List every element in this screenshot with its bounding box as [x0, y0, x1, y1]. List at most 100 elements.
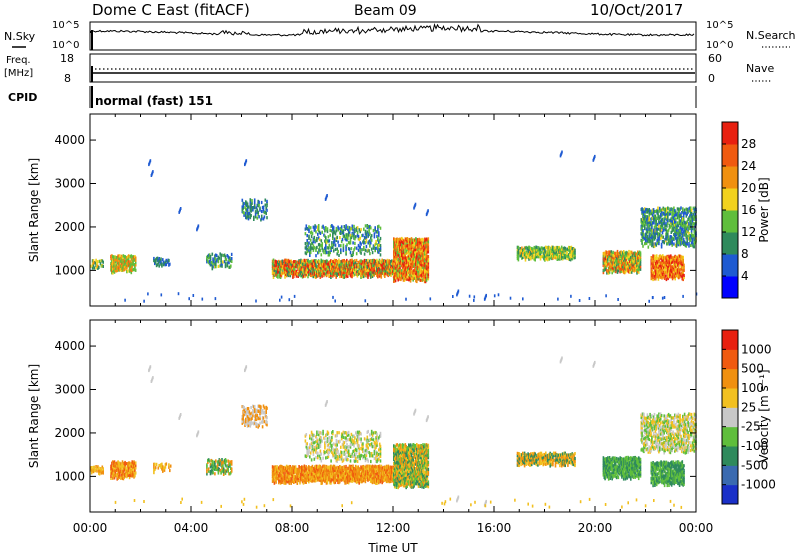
scatter-cell — [212, 466, 214, 470]
scatter-cell — [681, 220, 683, 224]
scatter-cell — [311, 474, 314, 478]
scatter-cell — [122, 469, 125, 473]
scatter-cell — [305, 465, 307, 469]
scatter-cell — [384, 259, 386, 263]
scatter-cell — [313, 469, 315, 473]
scatter-cell — [688, 216, 690, 220]
scatter-cell — [91, 259, 94, 263]
scatter-cell — [285, 266, 288, 270]
scatter-cell — [325, 259, 328, 263]
scatter-cell — [538, 247, 541, 251]
scatter-cell — [667, 262, 669, 267]
scatter-cell — [661, 226, 664, 230]
scatter-cell — [423, 270, 425, 274]
scatter-cell — [412, 246, 414, 250]
scatter-cell — [343, 273, 345, 277]
scatter-cell — [418, 241, 421, 246]
scatter-cell — [344, 237, 346, 241]
scatter-cell — [275, 269, 277, 273]
scatter-cell — [543, 254, 545, 258]
scatter-cell — [361, 234, 363, 238]
scatter-cell — [373, 244, 376, 249]
scatter-cell — [407, 239, 409, 243]
scatter-cell — [377, 270, 379, 274]
scatter-cell — [656, 239, 658, 243]
scatter-cell — [396, 273, 399, 277]
scatter-cell — [266, 420, 268, 424]
scatter-cell — [544, 254, 546, 258]
scatter-cell — [663, 207, 665, 212]
scatter-cell — [344, 260, 346, 264]
scatter-cell — [649, 239, 651, 243]
scatter-cell — [551, 256, 553, 261]
scatter-cell — [114, 266, 117, 270]
scatter-cell — [167, 260, 169, 264]
scatter-cell — [670, 217, 673, 221]
scatter-cell — [317, 268, 320, 272]
scatter-cell — [427, 277, 430, 281]
scatter-cell — [309, 238, 312, 242]
scatter-cell — [264, 413, 267, 417]
scatter-cell — [335, 469, 337, 473]
scatter-cell — [544, 258, 546, 262]
scatter-cell — [314, 472, 316, 476]
scatter-cell — [523, 248, 526, 252]
scatter-cell — [326, 262, 329, 266]
scatter-cell — [348, 230, 351, 234]
scatter-cell — [211, 267, 214, 271]
scatter-cell — [332, 227, 334, 231]
scatter-cell — [528, 254, 530, 259]
scatter-cell — [302, 267, 305, 271]
scatter-cell — [529, 253, 531, 257]
scatter-cell — [338, 258, 340, 262]
scatter-cell — [125, 265, 127, 269]
scatter-cell — [393, 245, 395, 249]
scatter-cell — [95, 266, 97, 270]
scatter-cell — [660, 242, 663, 246]
scatter-cell — [352, 228, 354, 232]
scatter-cell — [321, 264, 323, 268]
scatter-cell — [384, 259, 387, 263]
scatter-cell — [669, 225, 672, 229]
scatter-cell — [393, 252, 396, 256]
scatter-cell — [409, 238, 412, 242]
scatter-cell — [689, 210, 692, 215]
scatter-cell — [303, 269, 306, 273]
scatter-cell — [327, 269, 330, 273]
scatter-cell — [209, 254, 212, 259]
scatter-cell — [344, 273, 346, 277]
scatter-cell — [310, 475, 313, 479]
scatter-cell — [315, 479, 317, 483]
scatter-cell — [301, 466, 304, 470]
scatter-cell — [304, 270, 307, 274]
scatter-cell — [669, 263, 671, 267]
scatter-cell — [689, 243, 692, 247]
scatter-cell — [674, 236, 677, 240]
scatter-cell — [408, 262, 411, 266]
scatter-cell — [642, 210, 644, 214]
scatter-cell — [644, 239, 647, 243]
scatter-cell — [637, 263, 639, 267]
scatter-cell — [364, 269, 367, 273]
scatter-cell — [120, 256, 123, 260]
scatter-cell — [309, 267, 312, 271]
scatter-cell — [650, 212, 652, 216]
scatter-cell — [130, 264, 133, 268]
scatter-cell — [293, 272, 296, 276]
scatter-cell — [652, 242, 655, 246]
scatter-cell — [654, 269, 656, 273]
scatter-cell — [403, 263, 406, 267]
scatter-cell — [671, 214, 673, 218]
scatter-cell — [110, 467, 112, 471]
scatter-cell — [614, 263, 617, 267]
scatter-cell — [116, 461, 118, 465]
scatter-cell — [622, 260, 624, 264]
scatter-cell — [408, 269, 411, 273]
scatter-cell — [241, 207, 244, 211]
scatter-cell — [128, 461, 131, 465]
scatter-cell — [284, 465, 286, 469]
scatter-cell — [358, 245, 361, 249]
scatter-cell — [387, 273, 390, 278]
scatter-cell — [294, 262, 297, 266]
scatter-cell — [251, 208, 253, 212]
